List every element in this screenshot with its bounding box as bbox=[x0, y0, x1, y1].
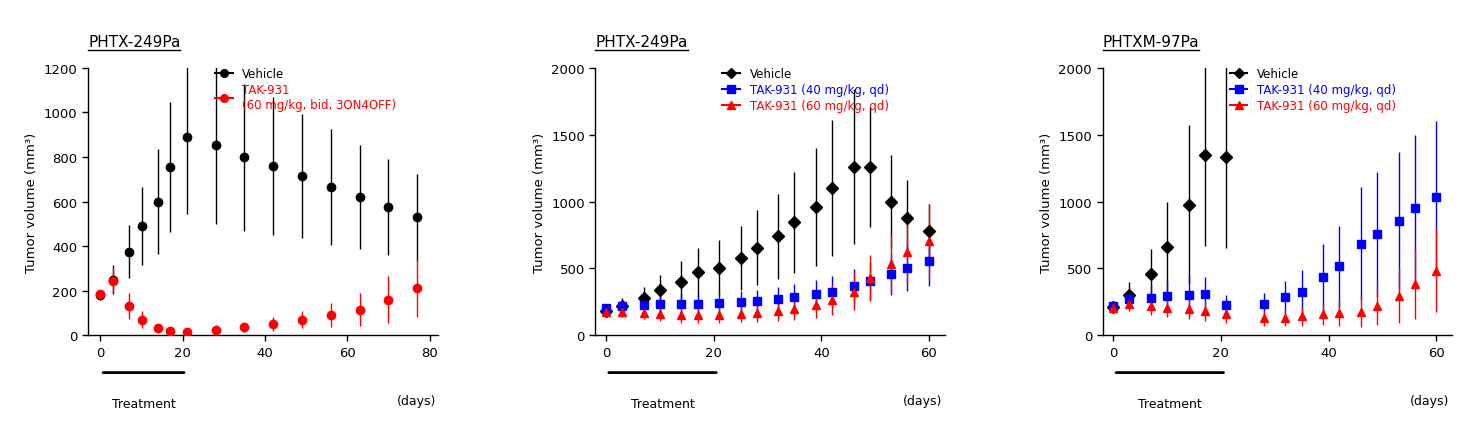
Text: (days): (days) bbox=[396, 394, 436, 407]
Y-axis label: Tumor volume (mm³): Tumor volume (mm³) bbox=[533, 132, 546, 272]
Text: (days): (days) bbox=[1410, 394, 1449, 407]
Legend: Vehicle, TAK-931 (40 mg/kg, qd), TAK-931 (60 mg/kg, qd): Vehicle, TAK-931 (40 mg/kg, qd), TAK-931… bbox=[1225, 64, 1401, 118]
Text: Treatment: Treatment bbox=[1138, 397, 1201, 410]
Y-axis label: Tumor volume (mm³): Tumor volume (mm³) bbox=[25, 132, 38, 272]
Text: PHTX-249Pa: PHTX-249Pa bbox=[88, 35, 180, 50]
Text: PHTXM-97Pa: PHTXM-97Pa bbox=[1103, 35, 1199, 50]
Text: PHTX-249Pa: PHTX-249Pa bbox=[596, 35, 688, 50]
Legend: Vehicle, TAK-931
(60 mg/kg, bid, 3ON4OFF): Vehicle, TAK-931 (60 mg/kg, bid, 3ON4OFF… bbox=[210, 64, 400, 117]
Y-axis label: Tumor volume (mm³): Tumor volume (mm³) bbox=[1040, 132, 1053, 272]
Text: Treatment: Treatment bbox=[631, 397, 694, 410]
Text: (days): (days) bbox=[904, 394, 942, 407]
Text: Treatment: Treatment bbox=[111, 397, 176, 410]
Legend: Vehicle, TAK-931 (40 mg/kg, qd), TAK-931 (60 mg/kg, qd): Vehicle, TAK-931 (40 mg/kg, qd), TAK-931… bbox=[717, 64, 893, 118]
